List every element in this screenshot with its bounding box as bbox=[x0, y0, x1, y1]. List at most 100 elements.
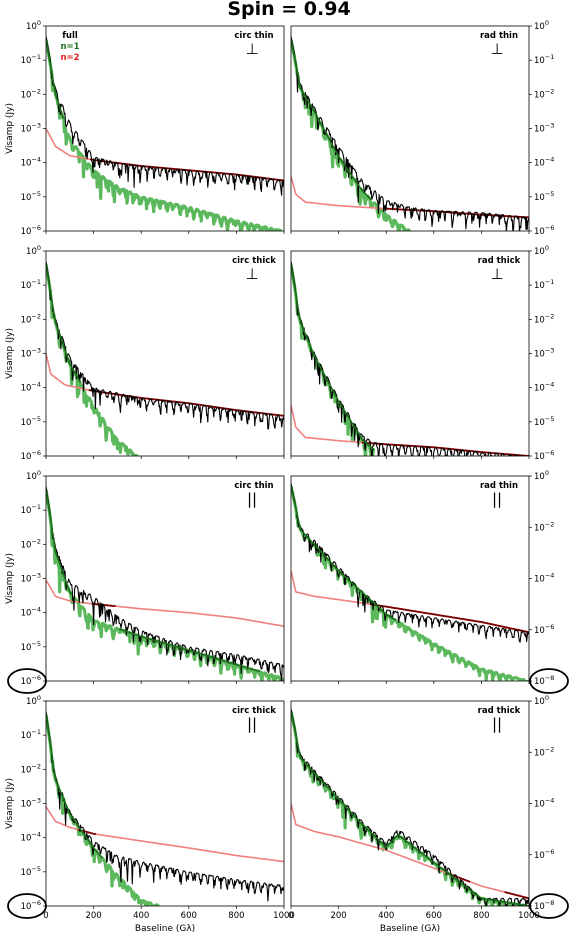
y-axis-label: Visamp (Jy) bbox=[5, 553, 15, 604]
y-tick-label: 10−4 bbox=[534, 381, 554, 394]
y-tick-label: 10−2 bbox=[21, 762, 41, 775]
y-tick-label: 10−8 bbox=[534, 674, 554, 687]
series-line-n1 bbox=[46, 714, 161, 906]
series-line-n1 bbox=[46, 39, 284, 231]
series-line-n2-overlap bbox=[361, 441, 529, 456]
legend-entry: n=1 bbox=[60, 42, 79, 52]
y-tick-label: 10−8 bbox=[534, 899, 554, 912]
polarization-symbol: || bbox=[492, 490, 502, 508]
series-line-full bbox=[291, 36, 529, 231]
series-line-n1 bbox=[46, 489, 284, 681]
y-tick-label: 100 bbox=[26, 694, 41, 707]
overlays bbox=[7, 668, 569, 919]
series-line-full bbox=[46, 261, 284, 430]
y-tick-label: 10−5 bbox=[21, 640, 41, 653]
y-tick-label: 10−2 bbox=[21, 87, 41, 100]
plot-area bbox=[46, 36, 284, 231]
series-line-n1-overlap bbox=[46, 489, 261, 673]
x-tick-label: 0 bbox=[288, 911, 293, 921]
x-tick-label: 1000 bbox=[518, 911, 540, 921]
x-tick-label: 800 bbox=[473, 911, 489, 921]
legend-entry: full bbox=[62, 31, 78, 41]
y-tick-label: 10−1 bbox=[21, 53, 41, 66]
plot-area bbox=[46, 261, 284, 456]
annotation-circle bbox=[7, 893, 47, 919]
series-line-n1-overlap bbox=[291, 486, 397, 621]
x-tick-label: 200 bbox=[85, 911, 101, 921]
y-tick-label: 10−2 bbox=[534, 520, 554, 533]
plot-area bbox=[291, 36, 529, 231]
series-line-full bbox=[46, 486, 284, 681]
y-tick-label: 10−6 bbox=[21, 449, 41, 462]
polarization-symbol: ⊥ bbox=[245, 40, 258, 58]
y-tick-label: 10−3 bbox=[21, 347, 41, 360]
polarization-symbol: || bbox=[247, 490, 257, 508]
series-line-n1 bbox=[291, 710, 529, 906]
y-tick-label: 10−4 bbox=[21, 381, 41, 394]
series-line-n1 bbox=[291, 485, 529, 681]
series-line-n2 bbox=[46, 579, 284, 628]
series-line-n2 bbox=[291, 803, 529, 900]
series-line-n1 bbox=[46, 264, 140, 456]
figure-title: Spin = 0.94 bbox=[227, 0, 350, 20]
series-line-n1-overlap bbox=[291, 711, 529, 906]
series-line-n1-overlap bbox=[291, 264, 375, 451]
y-tick-label: 10−6 bbox=[21, 899, 41, 912]
annotation-circle bbox=[529, 893, 569, 919]
panel-label: circ thin bbox=[234, 31, 273, 41]
panel-label: circ thick bbox=[232, 706, 276, 716]
y-tick-label: 100 bbox=[26, 19, 41, 32]
series-line-n2-overlap bbox=[370, 603, 529, 634]
plot-area bbox=[291, 708, 529, 906]
y-tick-label: 10−5 bbox=[21, 415, 41, 428]
y-tick-label: 10−5 bbox=[21, 190, 41, 203]
y-tick-label: 10−2 bbox=[534, 87, 554, 100]
polarization-symbol: || bbox=[247, 715, 257, 733]
series-line-full bbox=[46, 36, 284, 196]
plot-area bbox=[46, 486, 284, 681]
panel-label: circ thin bbox=[234, 481, 273, 491]
panel-label: circ thick bbox=[232, 256, 276, 266]
y-tick-label: 100 bbox=[26, 244, 41, 257]
plot-area bbox=[291, 483, 529, 681]
y-tick-label: 10−2 bbox=[534, 745, 554, 758]
y-tick-label: 10−6 bbox=[534, 848, 554, 861]
plot-area bbox=[291, 261, 529, 456]
y-tick-label: 10−1 bbox=[534, 278, 554, 291]
series-line-n1-overlap bbox=[291, 39, 372, 201]
panel-label: rad thin bbox=[480, 31, 518, 41]
y-tick-label: 10−4 bbox=[534, 572, 554, 585]
x-tick-label: 600 bbox=[181, 911, 197, 921]
y-tick-label: 10−5 bbox=[534, 415, 554, 428]
y-tick-label: 10−4 bbox=[21, 831, 41, 844]
y-tick-label: 10−3 bbox=[21, 572, 41, 585]
y-tick-label: 100 bbox=[534, 244, 549, 257]
x-axis-label: Baseline (Gλ) bbox=[135, 924, 195, 934]
polarization-symbol: ⊥ bbox=[245, 265, 258, 283]
y-tick-label: 10−5 bbox=[534, 190, 554, 203]
series-line-n1-overlap bbox=[46, 264, 82, 383]
y-tick-label: 10−3 bbox=[534, 122, 554, 135]
y-tick-label: 10−1 bbox=[21, 728, 41, 741]
panel: 100 10−2 10−4 10−6 10−8 rad thin|| bbox=[290, 469, 554, 687]
y-tick-label: 100 bbox=[26, 469, 41, 482]
y-tick-label: 10−4 bbox=[534, 156, 554, 169]
y-tick-label: 10−3 bbox=[21, 122, 41, 135]
y-tick-label: 10−3 bbox=[21, 797, 41, 810]
y-tick-label: 10−3 bbox=[534, 347, 554, 360]
y-axis-label: Visamp (Jy) bbox=[5, 778, 15, 829]
y-tick-label: 10−6 bbox=[534, 224, 554, 237]
polarization-symbol: ⊥ bbox=[490, 265, 503, 283]
y-tick-label: 10−6 bbox=[21, 224, 41, 237]
y-tick-label: 10−4 bbox=[534, 797, 554, 810]
panel: 100 10−1 10−2 10−3 10−4 10−5 10−6 circ thick⊥ Vi… bbox=[5, 244, 285, 462]
panel: 100 10−1 10−2 10−3 10−4 10−5 10−6 circ thin⊥ Vis… bbox=[5, 19, 285, 237]
series-line-n1-overlap bbox=[46, 39, 65, 119]
y-tick-label: 10−2 bbox=[21, 537, 41, 550]
annotation-circle bbox=[7, 668, 47, 694]
x-tick-label: 0 bbox=[43, 911, 48, 921]
